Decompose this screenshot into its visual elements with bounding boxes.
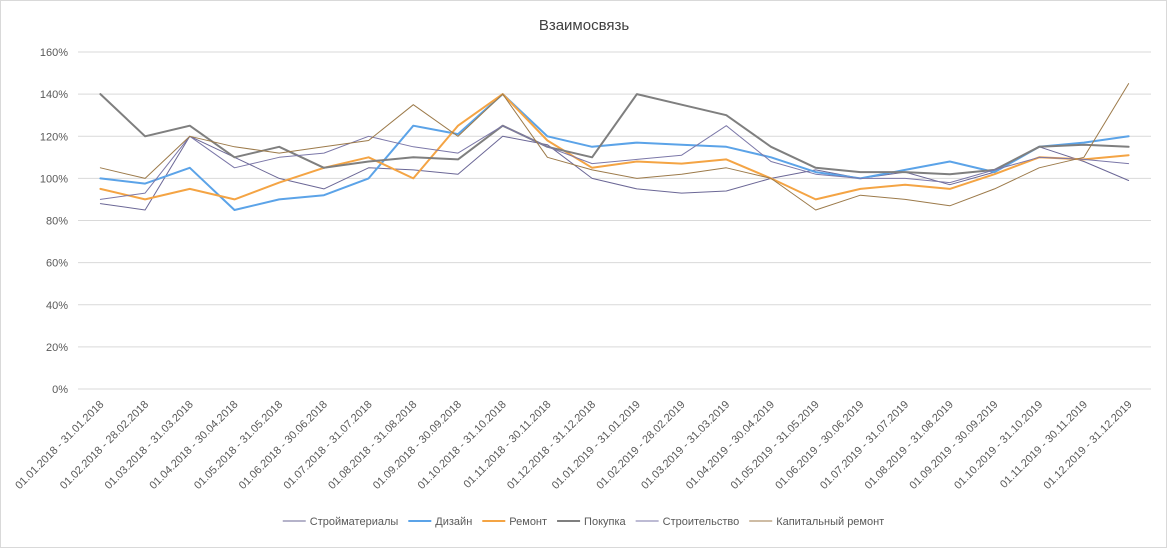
legend-item: Строительство xyxy=(635,516,740,528)
x-tick-label: 01.03.2018 - 31.03.2018 xyxy=(103,399,196,492)
x-tick-label: 01.05.2019 - 31.05.2019 xyxy=(729,399,822,492)
series-line xyxy=(99,93,1130,201)
y-tick-label: 160% xyxy=(40,47,68,59)
legend-label: Строительство xyxy=(663,516,740,528)
x-tick-label: 01.06.2018 - 30.06.2018 xyxy=(237,399,330,492)
x-tick-label: 01.04.2018 - 30.04.2018 xyxy=(147,399,240,492)
legend-label: Ремонт xyxy=(509,516,547,528)
x-tick-label: 01.11.2019 - 30.11.2019 xyxy=(998,399,1090,491)
y-tick-label: 120% xyxy=(40,131,68,143)
x-tick-label: 01.05.2018 - 31.05.2018 xyxy=(192,399,285,492)
y-tick-label: 140% xyxy=(40,89,68,101)
legend-label: Стройматериалы xyxy=(310,516,399,528)
x-tick-label: 01.06.2019 - 30.06.2019 xyxy=(773,399,866,492)
x-tick-label: 01.10.2019 - 31.10.2019 xyxy=(952,399,1045,492)
legend-label: Дизайн xyxy=(435,516,472,528)
legend-item: Ремонт xyxy=(482,516,547,528)
series-line xyxy=(99,135,1130,211)
x-tick-label: 01.03.2019 - 31.03.2019 xyxy=(639,399,732,492)
y-tick-label: 100% xyxy=(40,173,68,185)
x-tick-label: 01.10.2018 - 31.10.2018 xyxy=(416,399,509,492)
legend-item: Стройматериалы xyxy=(282,516,399,528)
series-line xyxy=(99,93,1130,211)
y-tick-label: 40% xyxy=(46,300,68,312)
x-tick-label: 01.09.2019 - 30.09.2019 xyxy=(907,399,1000,492)
x-tick-label: 01.08.2018 - 31.08.2018 xyxy=(326,399,419,492)
x-tick-label: 01.07.2018 - 31.07.2018 xyxy=(281,399,374,492)
series-lines xyxy=(99,83,1130,211)
x-tick-label: 01.02.2018 - 28.02.2018 xyxy=(58,399,151,492)
legend: Стройматериалы Дизайн Ремонт Покупка Строите… xyxy=(282,516,884,528)
x-tick-label: 01.04.2019 - 30.04.2019 xyxy=(684,399,777,492)
gridlines xyxy=(78,51,1151,390)
y-tick-label: 80% xyxy=(46,216,68,228)
x-tick-label: 01.12.2019 - 31.12.2019 xyxy=(1042,399,1135,492)
x-tick-label: 01.07.2019 - 31.07.2019 xyxy=(818,399,911,492)
x-tick-label: 01.08.2019 - 31.08.2019 xyxy=(863,399,956,492)
chart-title: Взаимосвязь xyxy=(539,17,630,34)
series-line xyxy=(99,125,1130,200)
x-tick-label: 01.01.2019 - 31.01.2019 xyxy=(550,399,643,492)
x-tick-label: 01.12.2018 - 31.12.2018 xyxy=(505,399,598,492)
legend-item: Покупка xyxy=(557,516,627,528)
y-tick-label: 0% xyxy=(52,384,68,396)
y-axis-ticks: 0% 20% 40% 60% 80% 100% 120% 140% 160% xyxy=(40,47,68,396)
y-tick-label: 20% xyxy=(46,342,68,354)
series-line xyxy=(99,93,1130,176)
y-tick-label: 60% xyxy=(46,258,68,270)
legend-item: Капитальный ремонт xyxy=(749,516,884,528)
x-tick-label: 01.02.2019 - 28.02.2019 xyxy=(594,399,687,492)
legend-item: Дизайн xyxy=(408,516,472,528)
x-tick-label: 01.11.2018 - 30.11.2018 xyxy=(461,399,553,491)
x-tick-label: 01.01.2018 - 31.01.2018 xyxy=(13,399,106,492)
x-tick-label: 01.09.2018 - 30.09.2018 xyxy=(371,399,464,492)
series-line xyxy=(99,83,1130,211)
legend-label: Капитальный ремонт xyxy=(776,516,884,528)
legend-label: Покупка xyxy=(584,516,626,528)
